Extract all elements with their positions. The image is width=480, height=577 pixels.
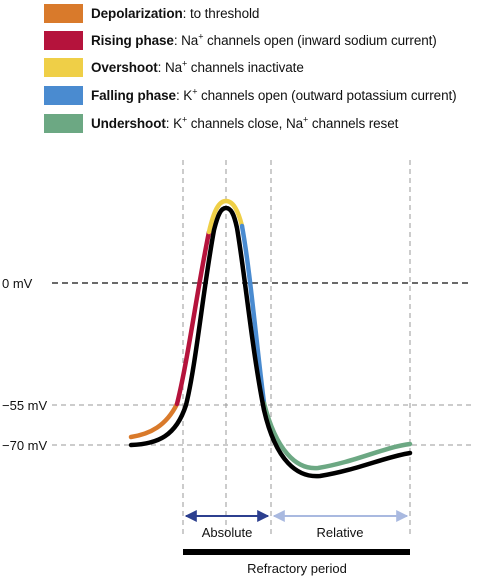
legend-title: Falling phase: [91, 87, 176, 103]
legend-swatch-depolarization: [44, 3, 83, 23]
legend-item-overshoot: Overshoot: Na+ channels inactivate: [44, 54, 304, 80]
legend-description: channels inactivate: [187, 59, 304, 75]
legend-item-undershoot: Undershoot: K+ channels close, Na+ chann…: [44, 110, 398, 136]
zero-mv-label: 0 mV: [2, 276, 33, 291]
legend-description: to threshold: [189, 5, 260, 21]
legend-item-depolarization: Depolarization: to threshold: [44, 0, 259, 26]
legend-item-falling-phase: Falling phase: K+ channels open (outward…: [44, 82, 457, 108]
legend-description: channels open (outward potassium current…: [197, 87, 457, 103]
legend-swatch-overshoot: [44, 57, 83, 77]
legend-swatch-undershoot: [44, 113, 83, 133]
absolute-label: Absolute: [202, 525, 253, 540]
threshold-label: −55 mV: [2, 398, 47, 413]
legend-title: Depolarization: [91, 5, 183, 21]
legend-title: Rising phase: [91, 32, 174, 48]
legend-description: channels open (inward sodium current): [203, 32, 437, 48]
overshoot-segment: [206, 198, 245, 235]
legend-swatch-falling-phase: [44, 85, 83, 105]
legend-title: Overshoot: [91, 59, 158, 75]
undershoot-segment: [261, 400, 413, 471]
refractory-period-label: Refractory period: [247, 561, 347, 576]
legend-title: Undershoot: [91, 115, 166, 131]
legend-item-rising-phase: Rising phase: Na+ channels open (inward …: [44, 27, 437, 53]
falling-phase-segment: [239, 223, 267, 406]
legend-swatch-rising-phase: [44, 30, 83, 50]
rising-phase-segment: [174, 229, 212, 407]
refractory-period-bar: [183, 549, 410, 555]
legend-description: channels reset: [308, 115, 399, 131]
relative-label: Relative: [317, 525, 364, 540]
action-potential-curve: [128, 205, 413, 479]
resting-potential-label: −70 mV: [2, 438, 47, 453]
depolarization-segment: [128, 401, 180, 440]
